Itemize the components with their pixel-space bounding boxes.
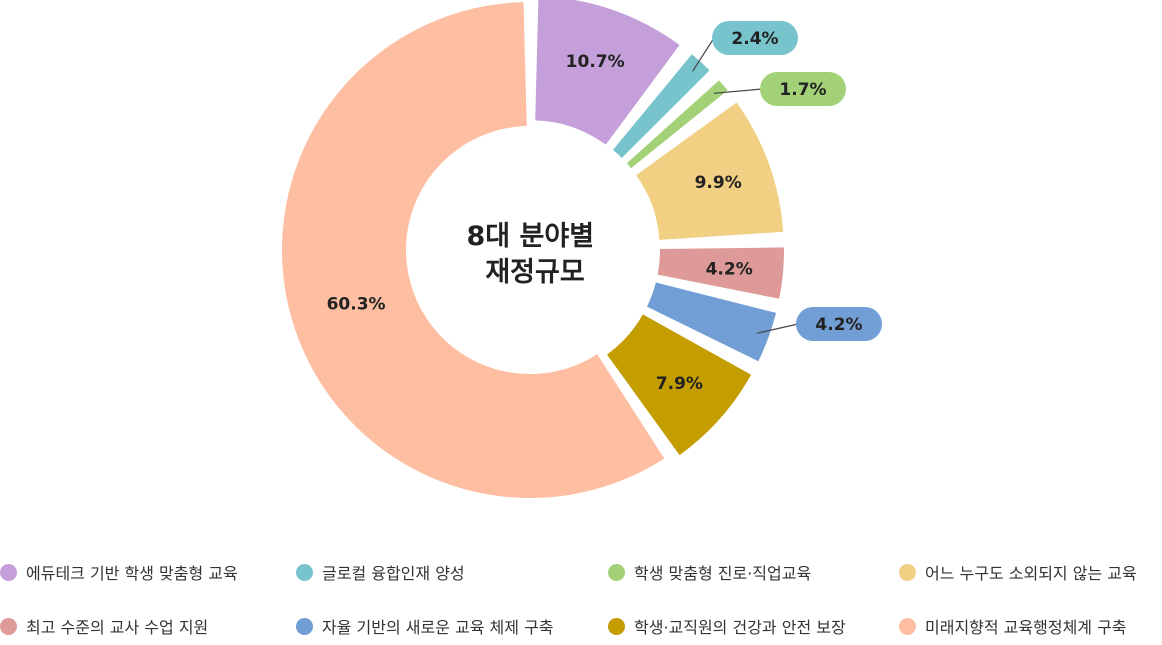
legend-swatch xyxy=(0,563,17,581)
legend-label: 어느 누구도 소외되지 않는 교육 xyxy=(925,564,1137,583)
legend-label: 글로컬 융합인재 양성 xyxy=(322,564,465,583)
callout-bubble xyxy=(796,307,882,341)
callouts-group xyxy=(692,21,882,341)
legend-swatch xyxy=(0,617,17,635)
legend-swatch xyxy=(899,563,916,581)
value-label: 7.9% xyxy=(656,374,703,394)
chart-title: 8대 분야별 재정규모 xyxy=(467,221,604,288)
legend-item: 최고 수준의 교사 수업 지원 xyxy=(0,614,208,638)
value-label: 60.3% xyxy=(327,295,386,315)
legend-label: 최고 수준의 교사 수업 지원 xyxy=(26,618,209,637)
pie-slice xyxy=(612,54,710,158)
callout-bubble xyxy=(712,21,798,55)
legend-swatch xyxy=(608,617,625,635)
value-label: 4.2% xyxy=(815,315,862,335)
pie-slice xyxy=(535,0,680,145)
chart-title-line-2: 재정규모 xyxy=(485,257,584,288)
chart-title-line-1: 8대 분야별 xyxy=(467,221,595,252)
legend-label: 학생·교직원의 건강과 안전 보장 xyxy=(634,618,846,637)
donut-chart: 10.7% 2.4% 1.7% 9.9% 4.2% 4.2% 7.9% 60.3% 8대 분야… xyxy=(282,0,882,499)
legend-item: 어느 누구도 소외되지 않는 교육 xyxy=(899,560,1137,584)
pie-slice xyxy=(626,80,728,169)
legend-label: 자율 기반의 새로운 교육 체제 구축 xyxy=(322,618,554,637)
legend-item: 학생·교직원의 건강과 안전 보장 xyxy=(608,614,846,638)
legend-item: 에듀테크 기반 학생 맞춤형 교육 xyxy=(0,560,238,584)
callout-bubble xyxy=(760,72,846,106)
pie-slice xyxy=(607,314,752,456)
pie-slice xyxy=(646,282,777,362)
value-label: 4.2% xyxy=(706,259,753,279)
value-label: 2.4% xyxy=(731,29,778,49)
legend-swatch xyxy=(296,617,313,635)
value-label: 10.7% xyxy=(566,52,625,72)
legend-swatch xyxy=(296,563,313,581)
legend-label: 에듀테크 기반 학생 맞춤형 교육 xyxy=(26,564,238,583)
pie-slice xyxy=(657,247,784,299)
pie-slice xyxy=(636,102,784,240)
value-label: 1.7% xyxy=(779,80,826,100)
legend-swatch xyxy=(899,617,916,635)
callout-line xyxy=(692,37,715,72)
legend-label: 학생 맞춤형 진로·직업교육 xyxy=(634,564,812,583)
legend-item: 미래지향적 교육행정체계 구축 xyxy=(899,614,1127,638)
legend-swatch xyxy=(608,563,625,581)
callout-line xyxy=(713,88,763,94)
legend-label: 미래지향적 교육행정체계 구축 xyxy=(925,618,1127,637)
value-label: 9.9% xyxy=(695,173,742,193)
callout-line xyxy=(756,323,799,334)
legend-item: 자율 기반의 새로운 교육 체제 구축 xyxy=(296,614,554,638)
legend-item: 글로컬 융합인재 양성 xyxy=(296,560,465,584)
legend-item: 학생 맞춤형 진로·직업교육 xyxy=(608,560,811,584)
pie-slice xyxy=(282,2,665,499)
slices-group xyxy=(282,0,784,499)
value-labels-group: 10.7% 2.4% 1.7% 9.9% 4.2% 4.2% 7.9% 60.3% xyxy=(327,29,863,394)
